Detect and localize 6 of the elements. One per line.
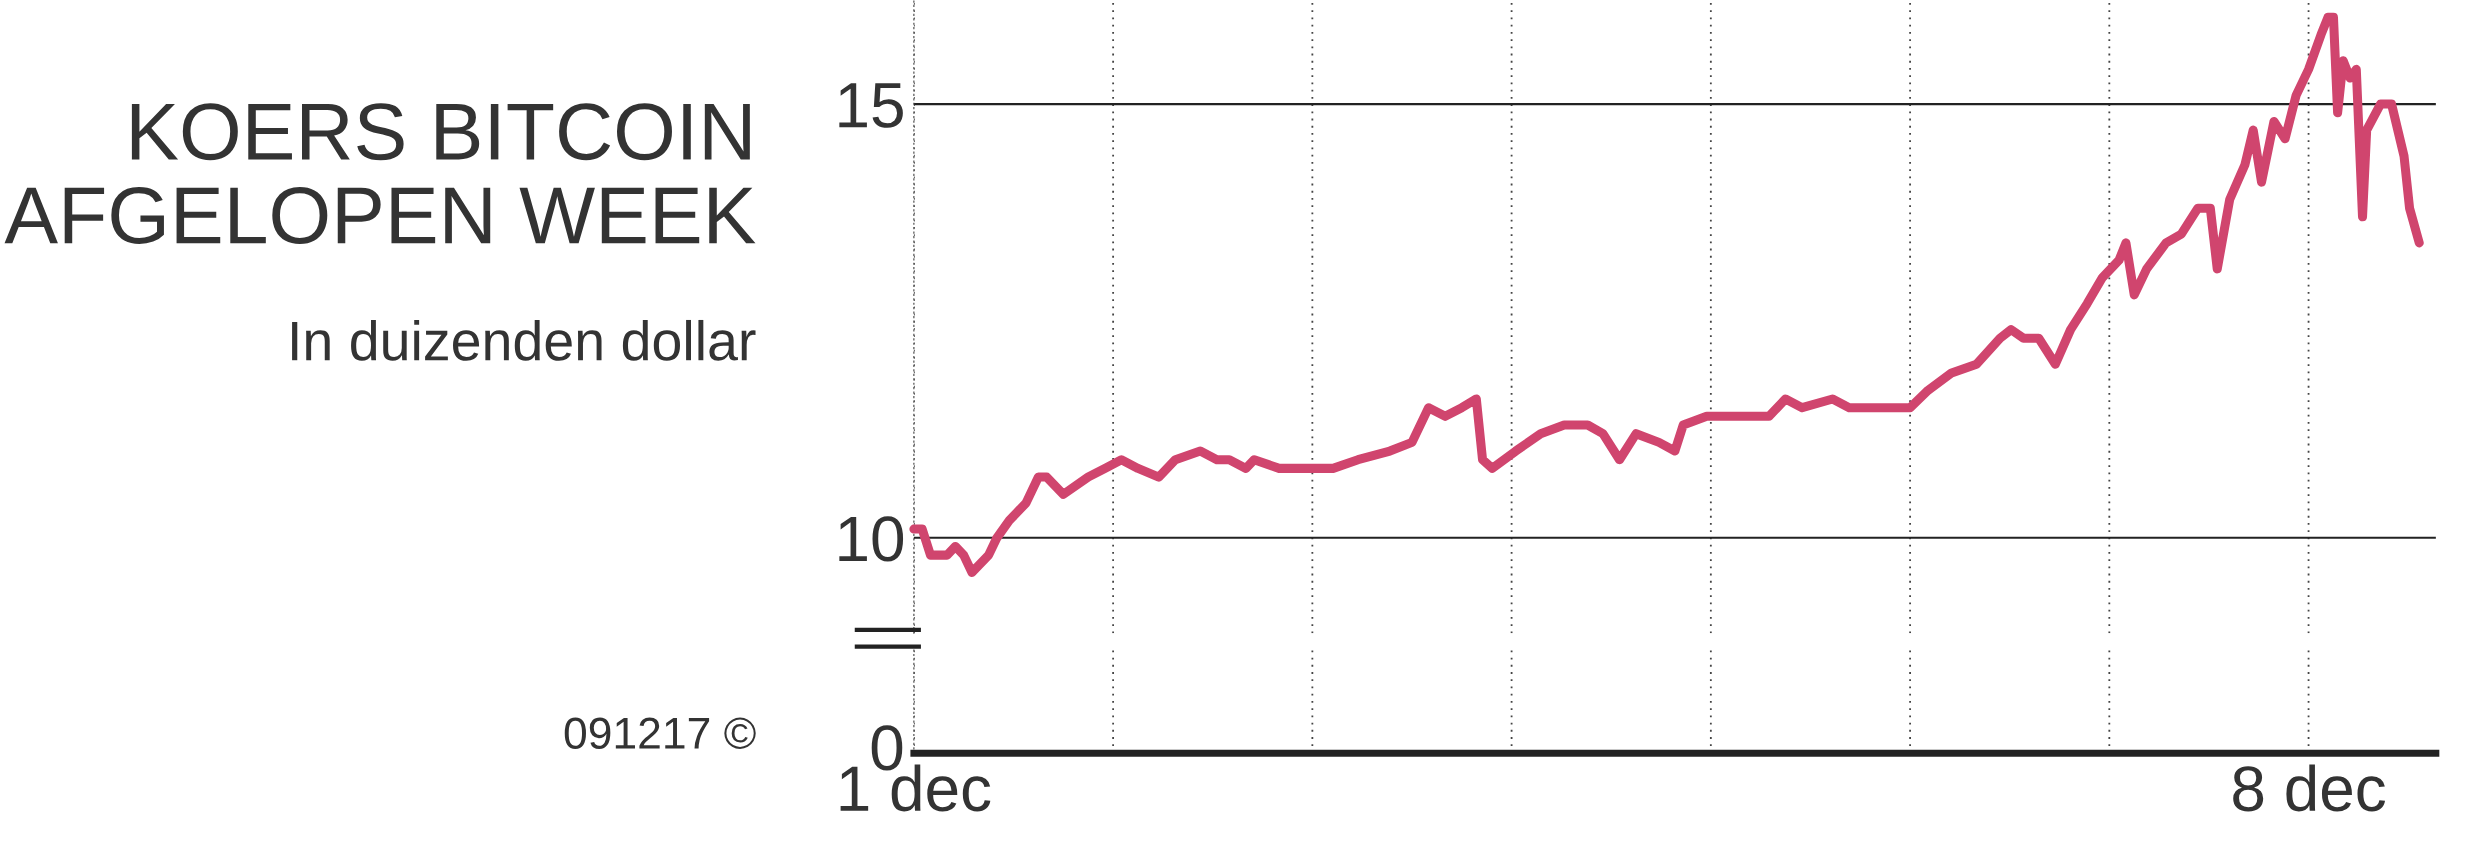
text: KOERS BITCOIN AFGELOPEN WEEK xyxy=(4,103,756,245)
x-tick-label: 8 dec xyxy=(2233,764,2386,812)
y-tick-label: 10 xyxy=(839,516,904,562)
text: In duizenden dollar xyxy=(292,319,756,361)
text: 091217 © xyxy=(564,717,756,750)
y-tick-label: 15 xyxy=(839,83,903,128)
